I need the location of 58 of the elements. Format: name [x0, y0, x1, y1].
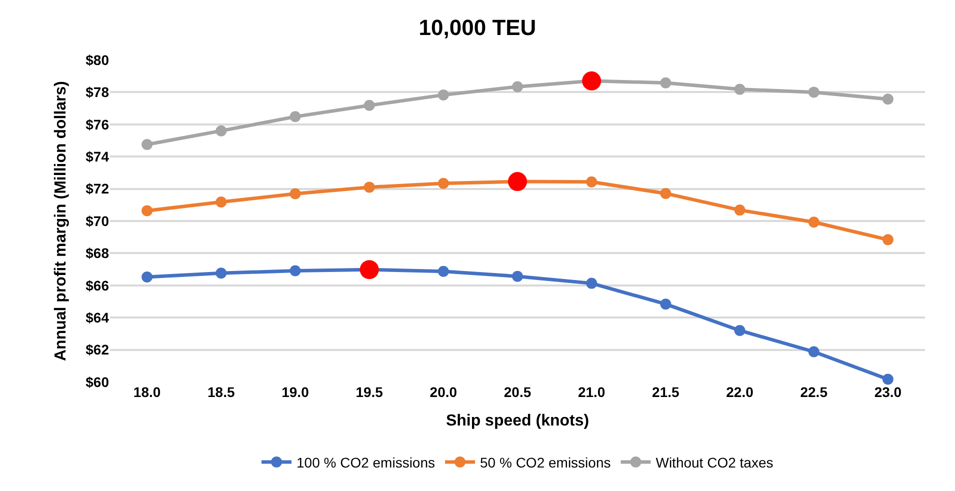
point: [586, 176, 598, 188]
y-axis-title: Annual profit margin (Million dollars): [52, 81, 70, 361]
point: [512, 270, 523, 282]
point: [290, 265, 301, 276]
x-tick-label: 18.0: [133, 384, 161, 400]
y-tick-label: $74: [86, 148, 110, 164]
point: [142, 205, 153, 216]
point: [216, 196, 227, 208]
y-tick-label: $70: [86, 212, 110, 229]
legend-label: 50 % CO2 emissions: [480, 454, 611, 470]
point: [142, 139, 153, 150]
x-tick-label: 18.5: [208, 384, 235, 400]
point: [660, 298, 672, 310]
legend-label: 100 % CO2 emissions: [296, 454, 436, 470]
point: [290, 111, 301, 122]
x-axis-title: Ship speed (knots): [446, 412, 590, 430]
y-tick-label: $72: [86, 180, 110, 197]
point: [882, 374, 894, 385]
x-tick-label: 19.5: [356, 384, 384, 400]
point: [512, 81, 523, 92]
point: [808, 86, 820, 98]
x-tick-label: 23.0: [874, 384, 902, 400]
y-tick-label: $78: [86, 84, 110, 100]
point: [438, 178, 449, 189]
point: [216, 125, 227, 136]
point: [808, 346, 820, 358]
x-tick-label: 22.5: [800, 384, 828, 400]
y-tick-label: $66: [86, 277, 110, 294]
x-tick-label: 22.0: [726, 384, 754, 400]
point: [142, 272, 153, 283]
point: [660, 77, 672, 88]
point: [586, 278, 598, 289]
point: [660, 188, 672, 199]
x-tick-label: 20.0: [430, 384, 458, 400]
x-tick-label: 19.0: [282, 384, 310, 400]
chart-title: 10,000 TEU: [418, 15, 536, 40]
y-tick-label: $62: [86, 342, 110, 358]
point: [364, 100, 375, 111]
point: [882, 94, 894, 105]
x-tick-label: 21.5: [652, 384, 680, 400]
point: [364, 182, 375, 193]
point: [438, 266, 449, 277]
point: [734, 204, 746, 216]
point: [808, 216, 820, 228]
point: [734, 324, 746, 336]
point: [734, 84, 746, 95]
point: [290, 188, 301, 200]
y-tick-label: $76: [86, 116, 110, 132]
point: [882, 234, 894, 246]
x-tick-label: 20.5: [504, 384, 532, 400]
y-tick-label: $60: [86, 374, 110, 390]
y-tick-label: $68: [86, 245, 110, 262]
y-tick-label: $80: [86, 52, 110, 68]
y-tick-label: $64: [86, 310, 110, 326]
legend-label: Without CO2 taxes: [656, 454, 774, 470]
point: [216, 268, 227, 279]
x-tick-label: 21.0: [578, 384, 606, 400]
point: [438, 89, 449, 100]
